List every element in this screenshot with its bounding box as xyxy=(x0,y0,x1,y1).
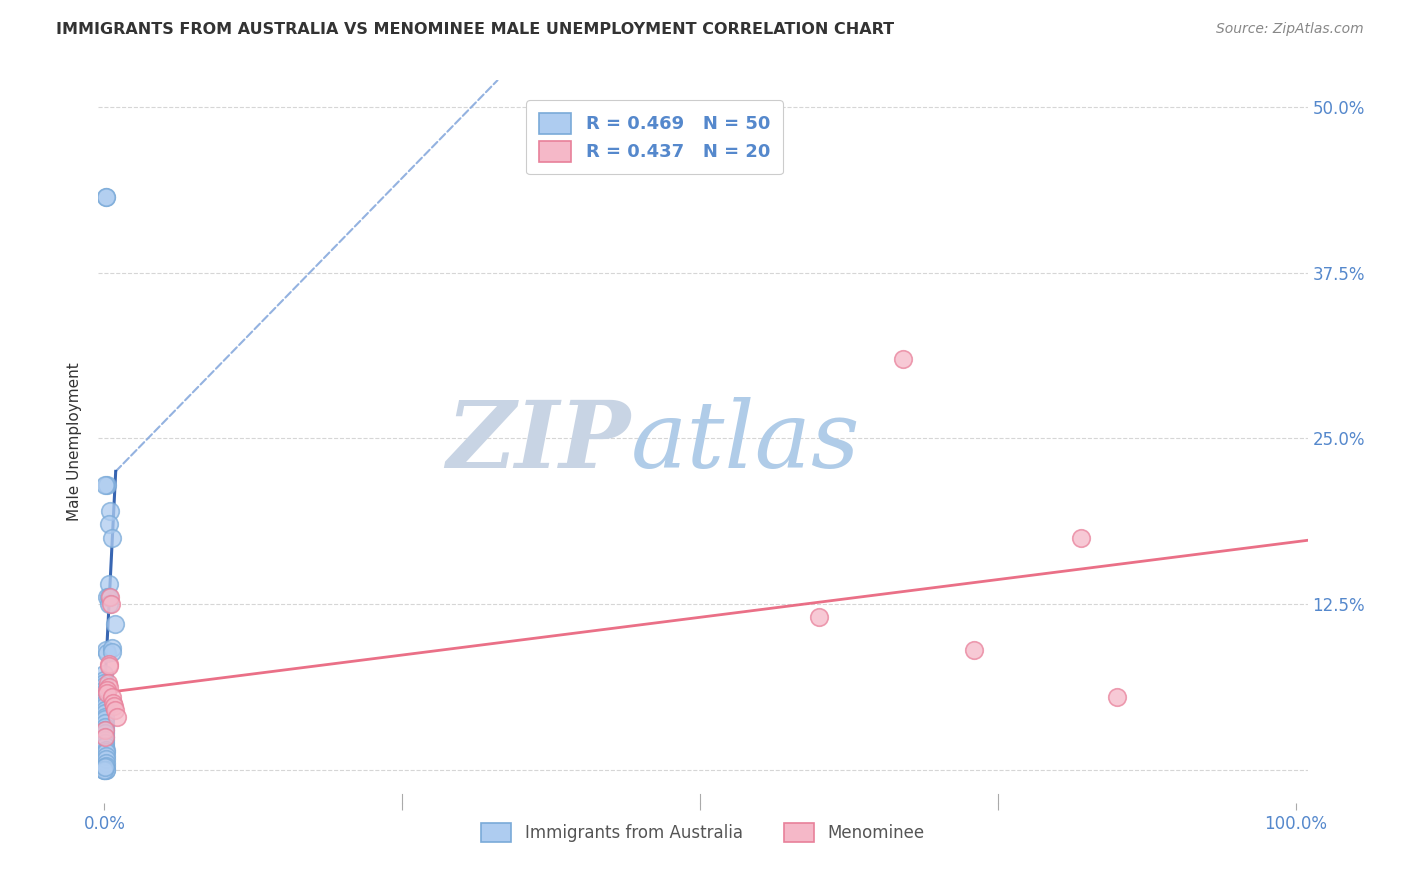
Point xyxy=(1070,531,1092,545)
Point xyxy=(93,697,115,711)
Point xyxy=(97,577,120,591)
Point xyxy=(100,640,122,655)
Point xyxy=(94,712,117,726)
Point xyxy=(93,673,115,687)
Point xyxy=(97,657,120,671)
Point xyxy=(97,591,120,605)
Point xyxy=(105,709,128,723)
Point xyxy=(96,686,118,700)
Point xyxy=(94,725,117,739)
Point xyxy=(94,736,117,750)
Point xyxy=(94,723,117,737)
Point xyxy=(93,763,115,777)
Point xyxy=(808,610,831,624)
Point xyxy=(96,683,118,698)
Point xyxy=(93,667,115,681)
Point xyxy=(96,190,118,204)
Point xyxy=(94,763,117,777)
Point xyxy=(101,645,124,659)
Point xyxy=(93,699,115,714)
Point xyxy=(93,763,115,777)
Legend: Immigrants from Australia, Menominee: Immigrants from Australia, Menominee xyxy=(475,816,931,848)
Point xyxy=(94,743,117,757)
Point xyxy=(93,706,115,720)
Point xyxy=(1105,690,1128,704)
Point xyxy=(93,690,115,704)
Point xyxy=(98,659,121,673)
Point xyxy=(93,760,115,774)
Point xyxy=(98,597,121,611)
Point xyxy=(96,591,118,605)
Point xyxy=(96,477,118,491)
Point xyxy=(93,676,115,690)
Point xyxy=(93,694,115,708)
Point xyxy=(96,646,118,660)
Point xyxy=(94,709,117,723)
Point xyxy=(93,679,115,693)
Point xyxy=(94,733,117,747)
Point xyxy=(97,517,120,532)
Point xyxy=(94,730,117,744)
Point xyxy=(93,763,115,777)
Point xyxy=(93,683,115,698)
Point xyxy=(94,749,117,764)
Point xyxy=(94,752,117,766)
Point xyxy=(101,531,124,545)
Point xyxy=(97,681,120,695)
Point xyxy=(94,739,117,753)
Point xyxy=(94,730,117,744)
Point xyxy=(94,190,117,204)
Point xyxy=(94,720,117,734)
Point xyxy=(891,351,914,366)
Text: atlas: atlas xyxy=(630,397,860,486)
Y-axis label: Male Unemployment: Male Unemployment xyxy=(67,362,83,521)
Point xyxy=(104,703,127,717)
Point xyxy=(97,676,120,690)
Point xyxy=(963,643,986,657)
Point xyxy=(103,616,125,631)
Point xyxy=(93,703,115,717)
Point xyxy=(103,699,125,714)
Point xyxy=(93,686,115,700)
Text: Source: ZipAtlas.com: Source: ZipAtlas.com xyxy=(1216,22,1364,37)
Text: ZIP: ZIP xyxy=(446,397,630,486)
Point xyxy=(101,697,124,711)
Point xyxy=(96,756,118,770)
Point xyxy=(96,643,118,657)
Point xyxy=(94,763,117,777)
Point xyxy=(98,591,121,605)
Point xyxy=(96,758,118,772)
Point xyxy=(94,723,117,737)
Point xyxy=(98,504,121,518)
Text: IMMIGRANTS FROM AUSTRALIA VS MENOMINEE MALE UNEMPLOYMENT CORRELATION CHART: IMMIGRANTS FROM AUSTRALIA VS MENOMINEE M… xyxy=(56,22,894,37)
Point xyxy=(100,690,122,704)
Point xyxy=(94,746,117,760)
Point xyxy=(100,597,122,611)
Point xyxy=(94,716,117,731)
Point xyxy=(94,477,117,491)
